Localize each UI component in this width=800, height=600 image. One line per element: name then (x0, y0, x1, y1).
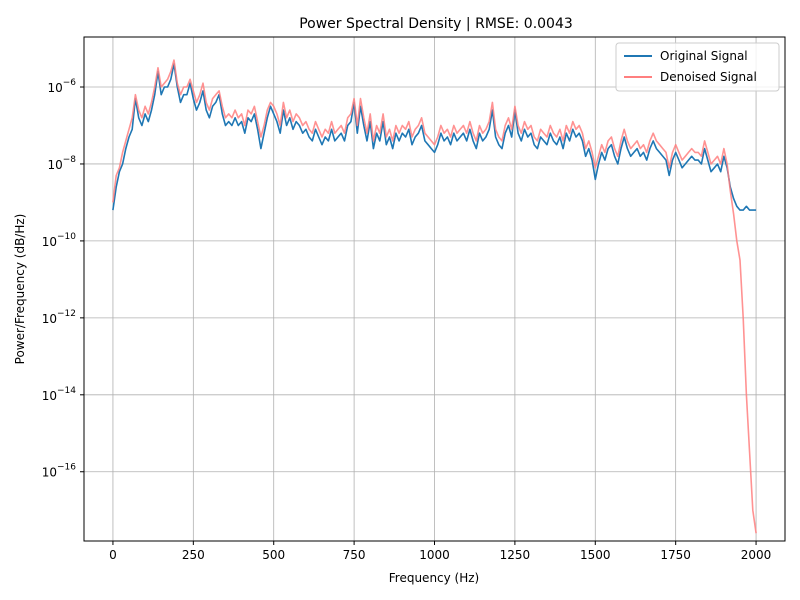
x-tick-label: 2000 (741, 548, 772, 562)
series-lines (112, 59, 757, 534)
x-tick-label: 750 (343, 548, 366, 562)
x-tick-label: 1250 (500, 548, 531, 562)
legend-label-original: Original Signal (660, 49, 748, 63)
y-tick-label: 10−10 (42, 232, 77, 249)
legend-box (615, 42, 780, 92)
x-tick-label: 1000 (419, 548, 450, 562)
series-line-denoised (112, 59, 757, 534)
x-tick-label: 250 (182, 548, 205, 562)
x-axis-label: Frequency (Hz) (389, 571, 480, 585)
legend-label-denoised: Denoised Signal (660, 70, 757, 84)
x-axis-ticks: 0 250 500 750 1000 1250 1500 1750 2000 (109, 541, 771, 562)
x-tick-label: 1500 (580, 548, 611, 562)
y-tick-label: 10−12 (42, 309, 76, 326)
y-tick-label: 10−16 (42, 463, 77, 480)
x-tick-label: 0 (109, 548, 117, 562)
y-tick-label: 10−6 (47, 78, 76, 95)
series-line-original (112, 63, 757, 211)
chart-title: Power Spectral Density | RMSE: 0.0043 (299, 16, 573, 32)
x-tick-label: 1750 (660, 548, 691, 562)
y-tick-label: 10−8 (47, 155, 76, 172)
legend: Original Signal Denoised Signal (615, 42, 780, 92)
y-tick-label: 10−14 (42, 386, 77, 403)
y-axis-ticks: 10−6 10−8 10−10 10−12 10−14 10−16 (42, 78, 84, 480)
x-tick-label: 500 (262, 548, 285, 562)
y-axis-label: Power/Frequency (dB/Hz) (13, 214, 27, 365)
